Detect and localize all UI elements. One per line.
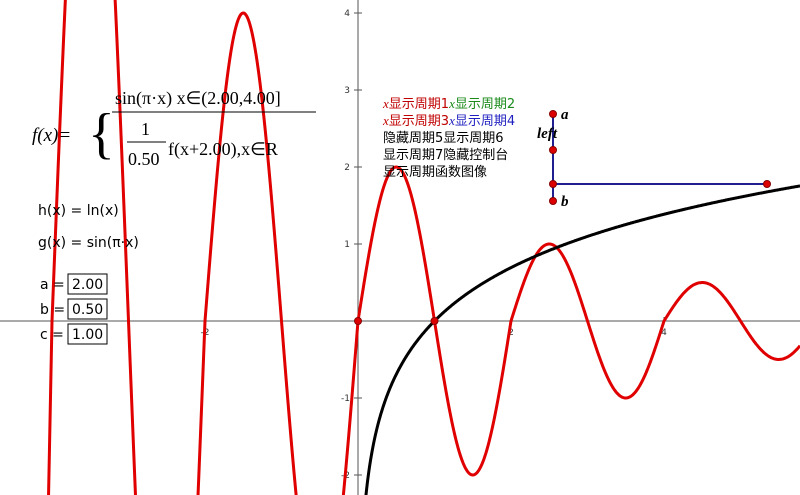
x-tick-label: 4 — [661, 328, 667, 338]
point-label: a — [561, 107, 569, 123]
button[interactable]: 显示周期函数图像 — [383, 165, 487, 180]
button[interactable]: 显示周期3 — [389, 114, 449, 129]
y-tick-label: -1 — [341, 394, 350, 404]
function-def: h(x) = ln(x) — [38, 203, 119, 219]
button-row: 显示周期7隐藏控制台 — [383, 148, 508, 163]
y-tick-label: 1 — [344, 240, 350, 250]
formula-lhs: f(x)= — [32, 125, 71, 146]
point[interactable] — [549, 197, 557, 205]
param-name: c = — [40, 327, 64, 343]
point[interactable] — [354, 317, 362, 325]
button-row: 显示周期函数图像 — [383, 165, 487, 180]
formula-case1: sin(π·x) x∈(2.00,4.00] — [115, 88, 281, 109]
denominator: 0.50 — [128, 149, 160, 169]
control-panel: a b left — [537, 107, 771, 210]
button-row: x显示周期3x显示周期4 — [382, 113, 515, 129]
param-name: b = — [40, 302, 65, 318]
y-tick-label: 2 — [344, 163, 350, 173]
point-label: b — [561, 194, 569, 210]
button-marker[interactable]: x — [382, 113, 389, 128]
y-tick-label: 3 — [344, 86, 350, 96]
x-tick-label: 2 — [508, 328, 514, 338]
button[interactable]: 显示周期4 — [455, 114, 515, 129]
point[interactable] — [430, 317, 439, 325]
button[interactable]: 显示周期2 — [455, 97, 515, 112]
numerator: 1 — [141, 119, 150, 139]
button[interactable]: 显示周期7 — [383, 148, 443, 163]
formula: f(x)= { sin(π·x) x∈(2.00,4.00] 1 0.50 f(… — [32, 88, 316, 169]
button-row: x显示周期1x显示周期2 — [382, 96, 515, 112]
button-marker[interactable]: x — [448, 96, 455, 111]
button-row: 隐藏周期5显示周期6 — [383, 131, 504, 146]
function-def: g(x) = sin(π·x) — [38, 235, 139, 251]
y-tick-label: 4 — [344, 9, 350, 19]
button[interactable]: 显示周期6 — [443, 131, 503, 146]
action-buttons: x显示周期1x显示周期2x显示周期3x显示周期4隐藏周期5显示周期6显示周期7隐… — [382, 96, 515, 180]
parameters: a = 2.00 b = 0.50 c = 1.00 — [40, 273, 108, 345]
param-value[interactable]: 0.50 — [72, 302, 103, 318]
param-value[interactable]: 1.00 — [72, 327, 103, 343]
brace: { — [88, 103, 115, 165]
point[interactable] — [549, 110, 557, 118]
formula-case2: f(x+2.00),x∈R — [168, 139, 278, 160]
point-label: left — [537, 126, 558, 142]
param-box[interactable] — [67, 323, 108, 345]
button-marker[interactable]: x — [448, 113, 455, 128]
button-marker[interactable]: x — [382, 96, 389, 111]
ln-curve — [364, 184, 800, 495]
button[interactable]: 隐藏控制台 — [443, 148, 508, 163]
button[interactable]: 隐藏周期5 — [383, 131, 443, 146]
param-value[interactable]: 2.00 — [72, 277, 103, 293]
param-name: a = — [40, 277, 65, 293]
point[interactable] — [549, 180, 557, 188]
button[interactable]: 显示周期1 — [389, 97, 449, 112]
point[interactable] — [549, 146, 557, 154]
param-box[interactable] — [67, 273, 108, 295]
param-box[interactable] — [67, 298, 108, 320]
point[interactable] — [763, 180, 771, 188]
